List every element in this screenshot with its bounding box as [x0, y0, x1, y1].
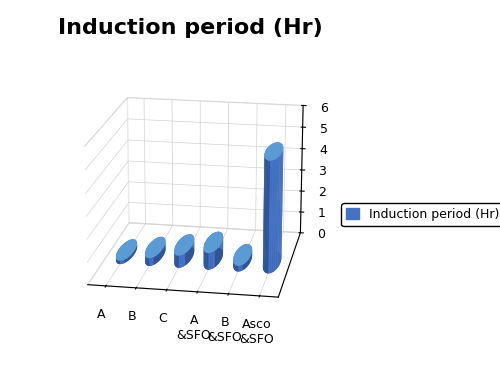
Legend: Induction period (Hr): Induction period (Hr)	[341, 203, 500, 226]
Text: Induction period (Hr): Induction period (Hr)	[58, 18, 322, 38]
